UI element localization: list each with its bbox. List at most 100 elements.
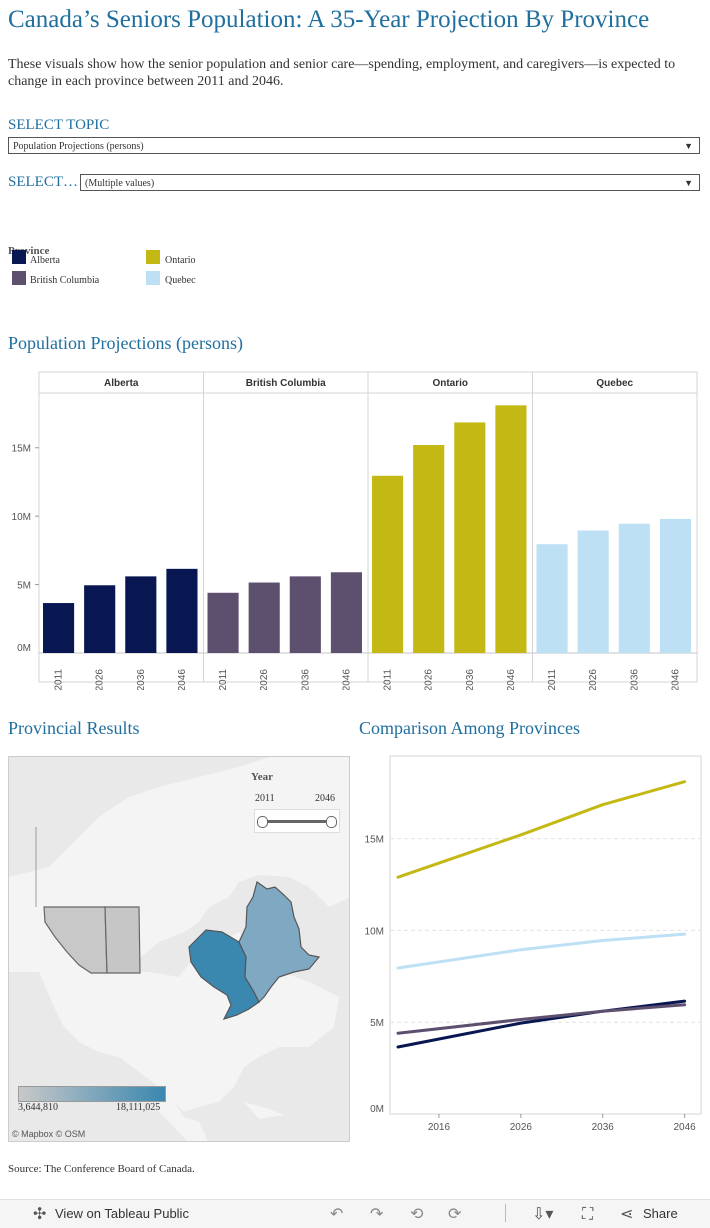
bar-british-columbia-2046 [330, 572, 362, 653]
x-tick-label-alberta-2011: 2011 [54, 669, 65, 690]
share-icon[interactable]: ⋖ [620, 1204, 634, 1223]
x-tick-label-british-columbia-2046: 2046 [341, 669, 352, 690]
x-tick-label-quebec-2046: 2046 [670, 669, 681, 690]
map-color-scale [18, 1086, 166, 1102]
line-british-columbia [396, 1003, 687, 1035]
line-ontario [396, 780, 687, 879]
revert-icon[interactable]: ⟲ [410, 1204, 424, 1223]
y-tick-label-0m: 0M [370, 1104, 384, 1115]
map-region-ontario[interactable] [188, 929, 260, 1020]
x-tick-label-quebec-2036: 2036 [629, 669, 640, 690]
page-title: Canada’s Seniors Population: A 35-Year P… [8, 6, 650, 33]
undo-icon[interactable]: ↶ [330, 1204, 344, 1223]
y-tick-label-15m: 15M [365, 835, 384, 846]
province-legend: Province Alberta British Columbia Ontari… [8, 245, 308, 295]
legend-swatch-ontario[interactable] [146, 250, 160, 264]
x-tick-label-2016: 2016 [428, 1122, 451, 1133]
download-icon[interactable]: ⇩▾ [532, 1204, 554, 1223]
tableau-toolbar: ✣ View on Tableau Public ↶ ↷ ⟲ ⟳ ⇩▾ ⛶ ⋖ … [0, 1199, 710, 1228]
line-chart-frame [389, 755, 702, 1115]
map-region-quebec[interactable] [238, 881, 321, 1004]
redo-icon[interactable]: ↷ [370, 1204, 384, 1223]
year-slider-label: Year [251, 771, 273, 783]
tableau-logo-icon: ✣ [33, 1204, 47, 1223]
bar-quebec-2026 [577, 530, 609, 653]
year-slider[interactable] [254, 809, 340, 833]
panel-header-alberta: Alberta [104, 378, 139, 389]
x-tick-label-2036: 2036 [592, 1122, 615, 1133]
legend-label-british-columbia: British Columbia [30, 275, 100, 286]
year-slider-start: 2011 [255, 793, 275, 804]
y-tick-label-5m: 5M [370, 1018, 384, 1029]
x-tick-label-alberta-2046: 2046 [177, 669, 188, 690]
source-note: Source: The Conference Board of Canada. [8, 1163, 195, 1175]
bar-quebec-2011 [536, 544, 568, 653]
bar-ontario-2046 [495, 405, 527, 653]
chevron-down-icon: ▼ [684, 178, 693, 188]
page-description: These visuals show how the senior popula… [8, 57, 676, 89]
bar-alberta-2026 [84, 585, 116, 653]
bar-british-columbia-2036 [289, 576, 321, 653]
bar-chart-title: Population Projections (persons) [8, 333, 243, 353]
topic-dropdown-value: Population Projections (persons) [13, 141, 144, 152]
panel-header-quebec: Quebec [596, 378, 633, 389]
x-tick-label-british-columbia-2026: 2026 [259, 669, 270, 690]
topic-filter-label: SELECT TOPIC [8, 117, 110, 133]
y-tick-label-5m: 5M [17, 581, 31, 592]
bar-alberta-2036 [125, 576, 157, 653]
x-tick-label-2046: 2046 [673, 1122, 696, 1133]
x-tick-label-ontario-2026: 2026 [424, 669, 435, 690]
x-tick-label-british-columbia-2011: 2011 [218, 669, 229, 690]
refresh-icon[interactable]: ⟳ [448, 1204, 462, 1223]
line-chart-title: Comparison Among Provinces [359, 718, 580, 738]
bar-british-columbia-2011 [207, 592, 239, 653]
bar-british-columbia-2026 [248, 582, 280, 653]
legend-label-quebec: Quebec [165, 275, 196, 286]
legend-swatch-quebec[interactable] [146, 271, 160, 285]
legend-swatch-alberta[interactable] [12, 250, 26, 264]
map-attribution[interactable]: © Mapbox © OSM [12, 1129, 86, 1139]
map-land-mexico [159, 1087, 209, 1141]
bar-quebec-2046 [659, 518, 691, 653]
bar-ontario-2026 [413, 445, 445, 653]
legend-swatch-british-columbia[interactable] [12, 271, 26, 285]
topic-dropdown[interactable]: Population Projections (persons) ▼ [8, 137, 700, 154]
map-land-cuba [244, 1102, 284, 1119]
province-dropdown[interactable]: (Multiple values) ▼ [80, 174, 700, 191]
year-slider-track [261, 820, 333, 823]
bar-chart: 0M 5M 10M 15M Alberta 2011 2026 2036 2046 British… [12, 371, 698, 690]
map-title: Provincial Results [8, 718, 140, 738]
select-filter-label: SELECT… [8, 174, 78, 190]
bar-ontario-2036 [454, 422, 486, 653]
line-alberta [396, 999, 687, 1049]
bar-alberta-2011 [43, 603, 75, 653]
chevron-down-icon: ▼ [684, 141, 693, 151]
panel-header-british-columbia: British Columbia [246, 378, 326, 389]
x-tick-label-ontario-2046: 2046 [506, 669, 517, 690]
bar-ontario-2011 [372, 475, 404, 653]
year-slider-handle-start[interactable] [257, 816, 268, 828]
x-tick-label-quebec-2011: 2011 [547, 669, 558, 690]
share-button[interactable]: Share [643, 1206, 678, 1221]
line-quebec [396, 932, 687, 970]
x-tick-label-ontario-2036: 2036 [465, 669, 476, 690]
y-tick-label-15m: 15M [12, 444, 31, 455]
x-tick-label-ontario-2011: 2011 [383, 669, 394, 690]
y-tick-label-10m: 10M [12, 512, 31, 523]
year-slider-handle-end[interactable] [326, 816, 337, 828]
map-region-alberta[interactable] [104, 906, 141, 974]
bar-quebec-2036 [618, 523, 650, 653]
x-tick-label-british-columbia-2036: 2036 [300, 669, 311, 690]
map-scale-min: 3,644,810 [18, 1102, 58, 1113]
view-on-tableau-link[interactable]: View on Tableau Public [55, 1206, 189, 1221]
legend-label-ontario: Ontario [165, 255, 196, 266]
toolbar-divider [505, 1204, 506, 1222]
x-tick-label-alberta-2026: 2026 [95, 669, 106, 690]
fullscreen-icon[interactable]: ⛶ [582, 1204, 594, 1223]
x-tick-label-quebec-2026: 2026 [588, 669, 599, 690]
y-tick-label-10m: 10M [365, 926, 384, 937]
province-map[interactable]: Year 2011 2046 3,644,810 18,111,025 © Ma… [8, 756, 350, 1142]
panel-header-ontario: Ontario [432, 378, 468, 389]
legend-label-alberta: Alberta [30, 255, 60, 266]
map-scale-max: 18,111,025 [116, 1102, 161, 1113]
